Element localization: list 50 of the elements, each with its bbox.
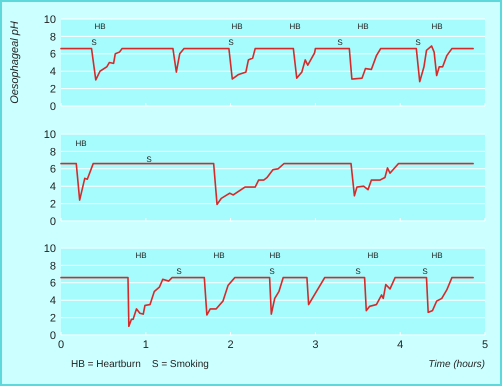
y-tick-label: 0 bbox=[50, 216, 56, 228]
x-axis-title: Time (hours) bbox=[428, 359, 485, 370]
y-tick-label: 0 bbox=[50, 100, 56, 113]
line-series bbox=[60, 45, 474, 82]
annotation: HB bbox=[135, 250, 147, 260]
y-axis-title: Oesophageal pH bbox=[9, 21, 21, 104]
y-tick-label: 2 bbox=[50, 83, 56, 96]
y-tick-label: 6 bbox=[50, 48, 56, 61]
y-tick-label: 6 bbox=[50, 278, 56, 290]
annotation: HB bbox=[213, 250, 225, 260]
y-tick-label: 2 bbox=[50, 312, 56, 324]
y-tick-label: 8 bbox=[50, 31, 56, 44]
annotation: HB bbox=[94, 22, 106, 31]
y-tick-label: 2 bbox=[50, 198, 56, 210]
annotation: S bbox=[228, 38, 234, 47]
annotation: S bbox=[422, 266, 428, 276]
x-tick-label: 1 bbox=[142, 339, 149, 351]
annotation: S bbox=[176, 266, 182, 276]
annotation: HB bbox=[269, 250, 281, 260]
annotation: S bbox=[91, 38, 97, 47]
y-tick-label: 10 bbox=[44, 242, 56, 255]
annotation: HB bbox=[231, 22, 243, 31]
annotation: HB bbox=[367, 250, 379, 260]
x-tick-label: 3 bbox=[312, 339, 318, 351]
y-tick-label: 10 bbox=[44, 14, 56, 26]
annotation: HB bbox=[289, 22, 301, 31]
line-series bbox=[60, 276, 474, 328]
annotation: S bbox=[337, 38, 343, 47]
text: HB = Heartburn S = Smoking bbox=[71, 359, 209, 370]
annotation: HB bbox=[431, 22, 443, 31]
annotation: HB bbox=[75, 138, 87, 148]
y-tick-label: 4 bbox=[50, 66, 56, 78]
annotation: S bbox=[355, 266, 361, 276]
y-tick-label: 8 bbox=[50, 146, 56, 158]
y-tick-label: 4 bbox=[50, 181, 56, 194]
y-tick-label: 6 bbox=[50, 164, 56, 176]
x-tick-label: 0 bbox=[58, 339, 64, 351]
x-tick-label: 2 bbox=[228, 339, 234, 351]
annotation: S bbox=[146, 154, 152, 164]
y-tick-label: 10 bbox=[44, 128, 56, 141]
x-tick-label: 5 bbox=[482, 339, 488, 351]
annotation: HB bbox=[431, 250, 443, 260]
line-series bbox=[60, 162, 474, 206]
annotation: HB bbox=[357, 22, 369, 31]
x-tick-label: 4 bbox=[397, 339, 404, 351]
y-tick-label: 0 bbox=[50, 330, 56, 342]
y-tick-label: 8 bbox=[50, 260, 56, 272]
annotation: S bbox=[415, 38, 421, 47]
y-tick-label: 4 bbox=[50, 295, 56, 308]
annotation: S bbox=[269, 266, 275, 276]
